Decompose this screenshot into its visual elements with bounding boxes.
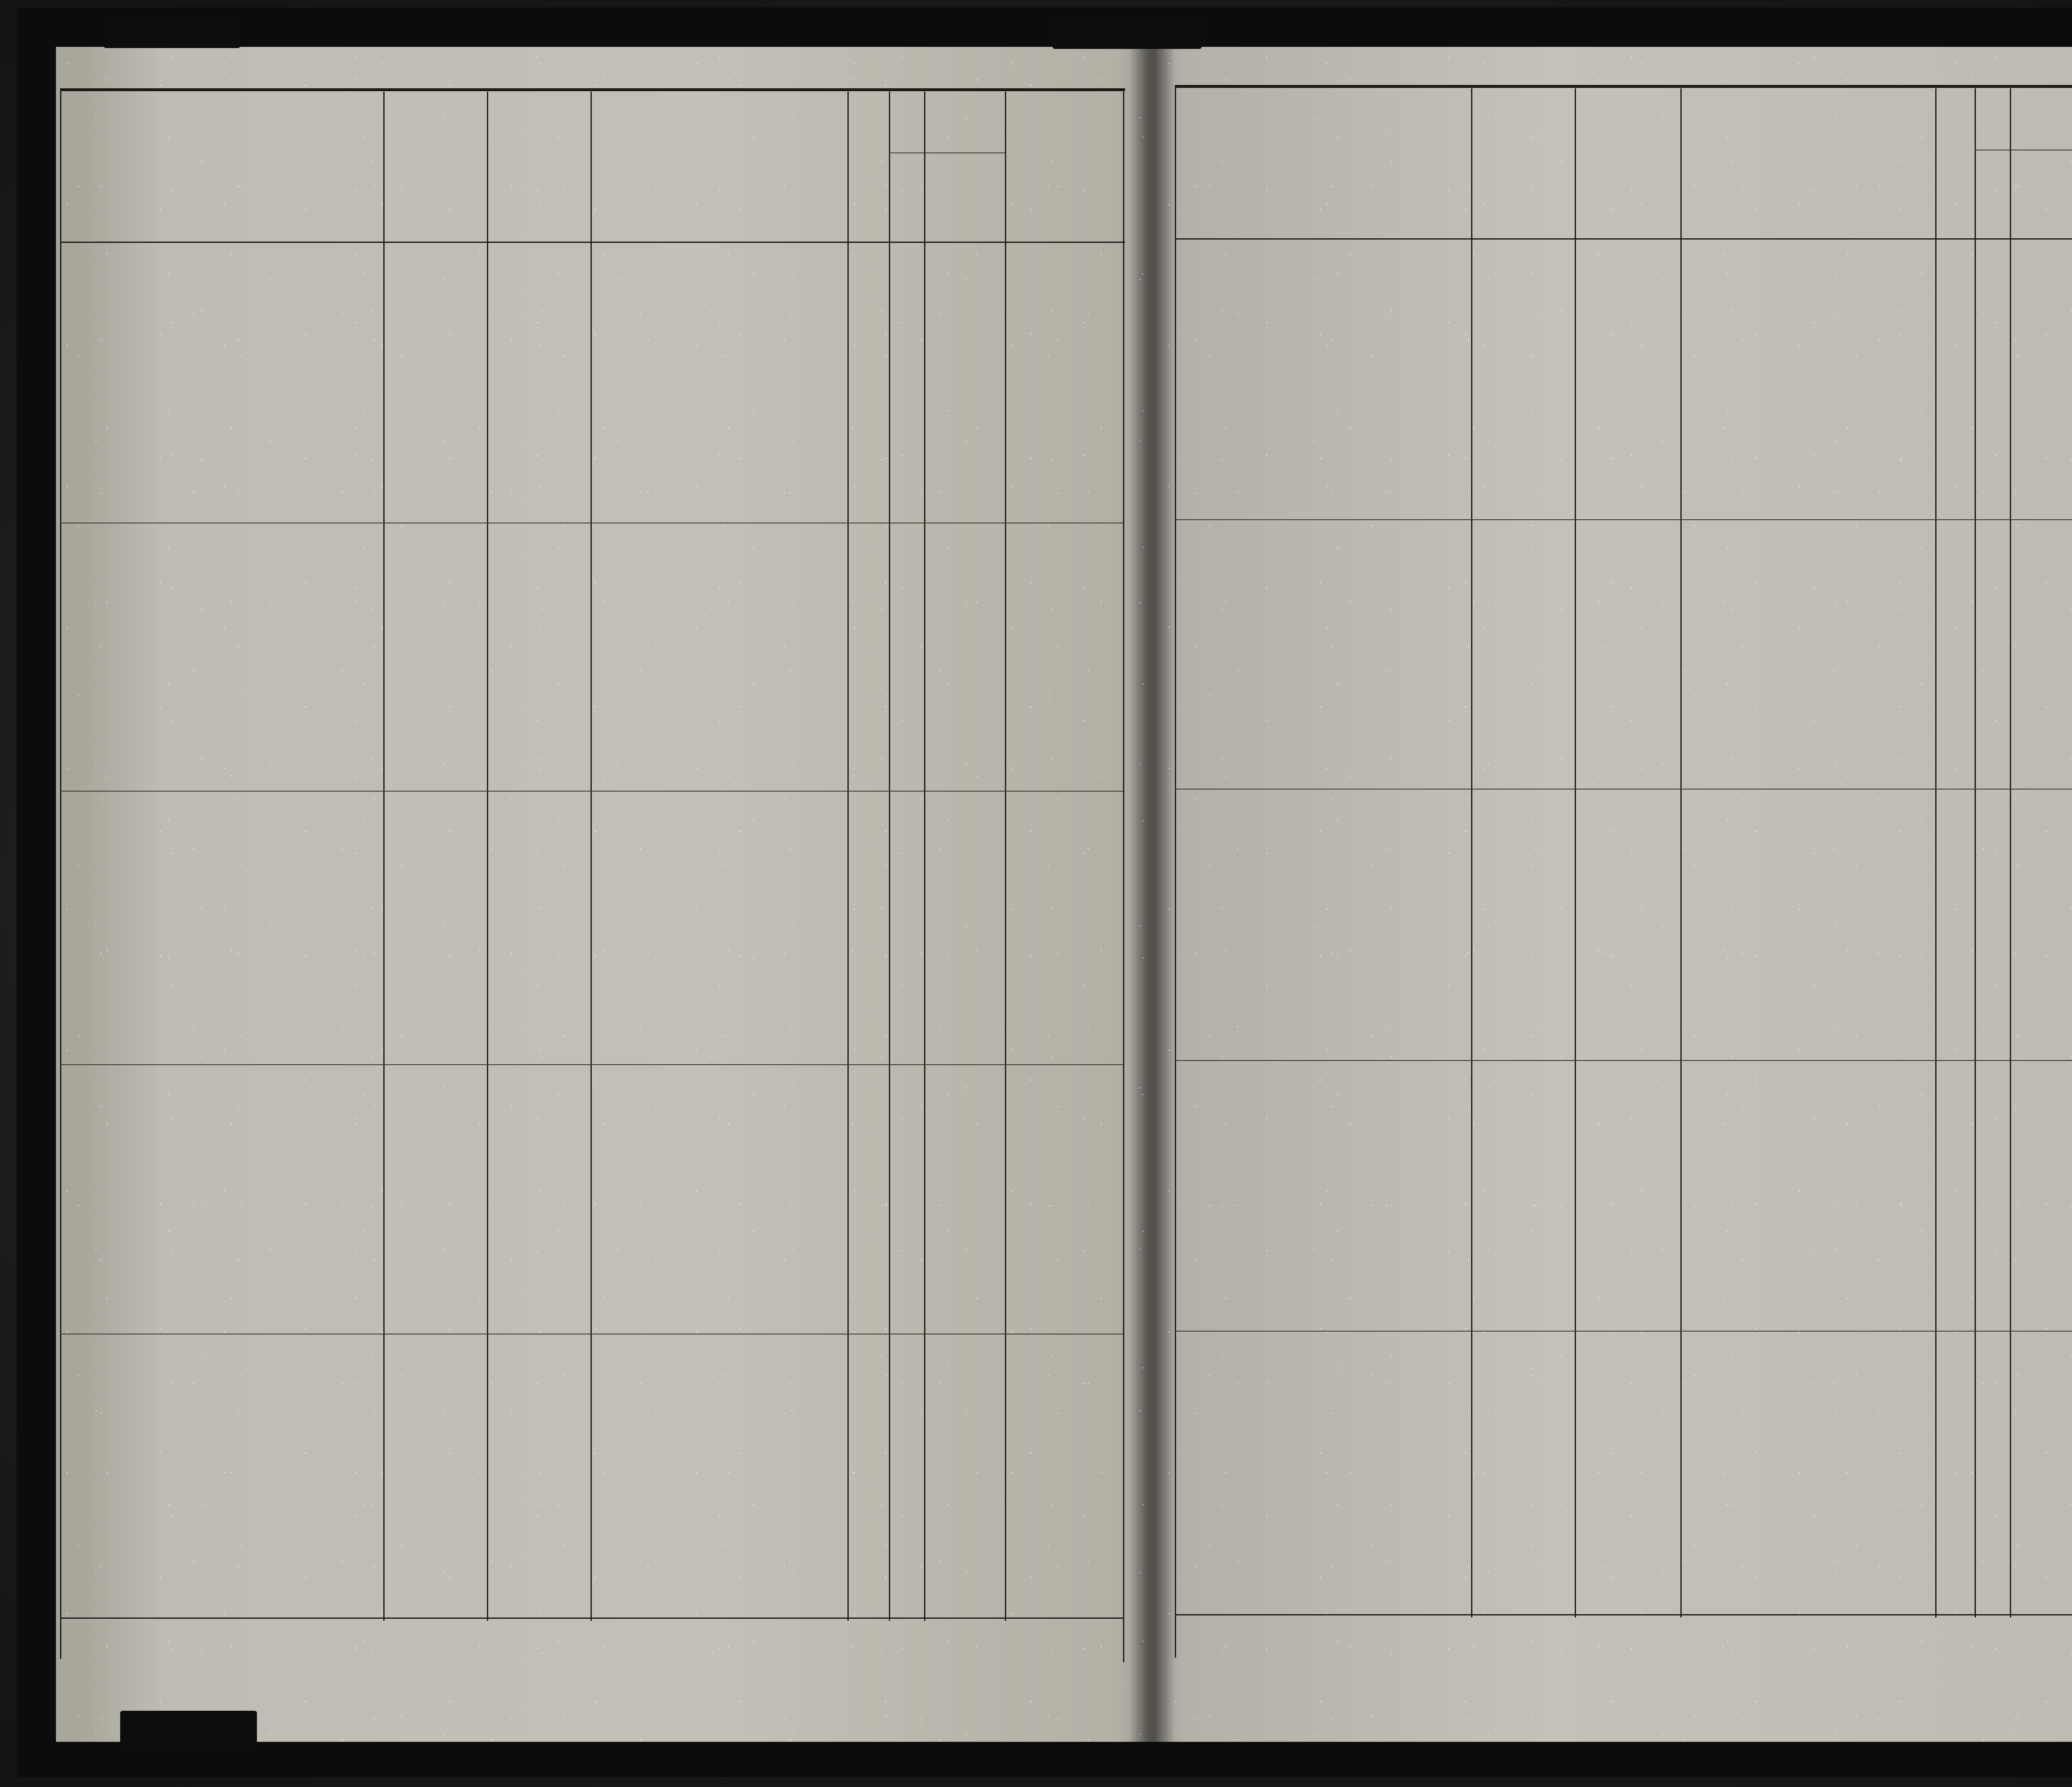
left-col-border-basis xyxy=(591,92,592,1621)
left-col-border-fleiss xyxy=(924,92,925,1621)
left-row-sep-2 xyxy=(60,791,1123,792)
right-col-border-subjects xyxy=(1935,88,1936,1618)
left-col-border-father xyxy=(487,92,488,1621)
right-col-border-basis xyxy=(1680,88,1682,1618)
left-bottom-rule xyxy=(60,1618,1123,1619)
page-clip-bottom-left xyxy=(120,1711,257,1748)
open-book xyxy=(17,7,2072,1777)
right-col-border-name xyxy=(1471,88,1472,1618)
page-clip-top-center xyxy=(1053,15,1202,49)
left-col-border-end xyxy=(1123,92,1124,1662)
right-col-border-kenntnisse xyxy=(1975,88,1976,1618)
left-col-border-fee xyxy=(1005,92,1006,1621)
left-col-border-subjects xyxy=(847,92,849,1621)
right-col-border-father xyxy=(1575,88,1576,1618)
page-clip-top-left xyxy=(104,16,240,48)
left-col-border-kenntnisse xyxy=(889,92,890,1621)
book-gutter xyxy=(1129,47,1175,1742)
right-top-rule xyxy=(1175,85,2072,88)
book-binding-left xyxy=(17,7,56,1777)
right-row-sep-4 xyxy=(1175,1331,2072,1332)
book-binding-top xyxy=(17,7,2072,47)
right-col-border-fleiss xyxy=(2010,88,2011,1618)
right-col-border-0 xyxy=(1175,85,1176,1658)
book-binding-bottom xyxy=(17,1742,2072,1777)
left-col-border-0 xyxy=(60,88,61,1659)
right-row-sep-3 xyxy=(1175,1060,2072,1061)
right-header-rule xyxy=(1175,238,2072,240)
page-spread xyxy=(56,47,2072,1742)
right-row-sep-1 xyxy=(1175,519,2072,520)
left-header-rule xyxy=(60,242,1125,243)
left-col-border-name xyxy=(383,92,385,1621)
left-row-sep-3 xyxy=(60,1064,1123,1065)
right-page xyxy=(1150,47,2072,1742)
left-top-rule xyxy=(60,88,1125,91)
left-page xyxy=(56,47,1150,1742)
right-bottom-rule xyxy=(1175,1614,2072,1615)
